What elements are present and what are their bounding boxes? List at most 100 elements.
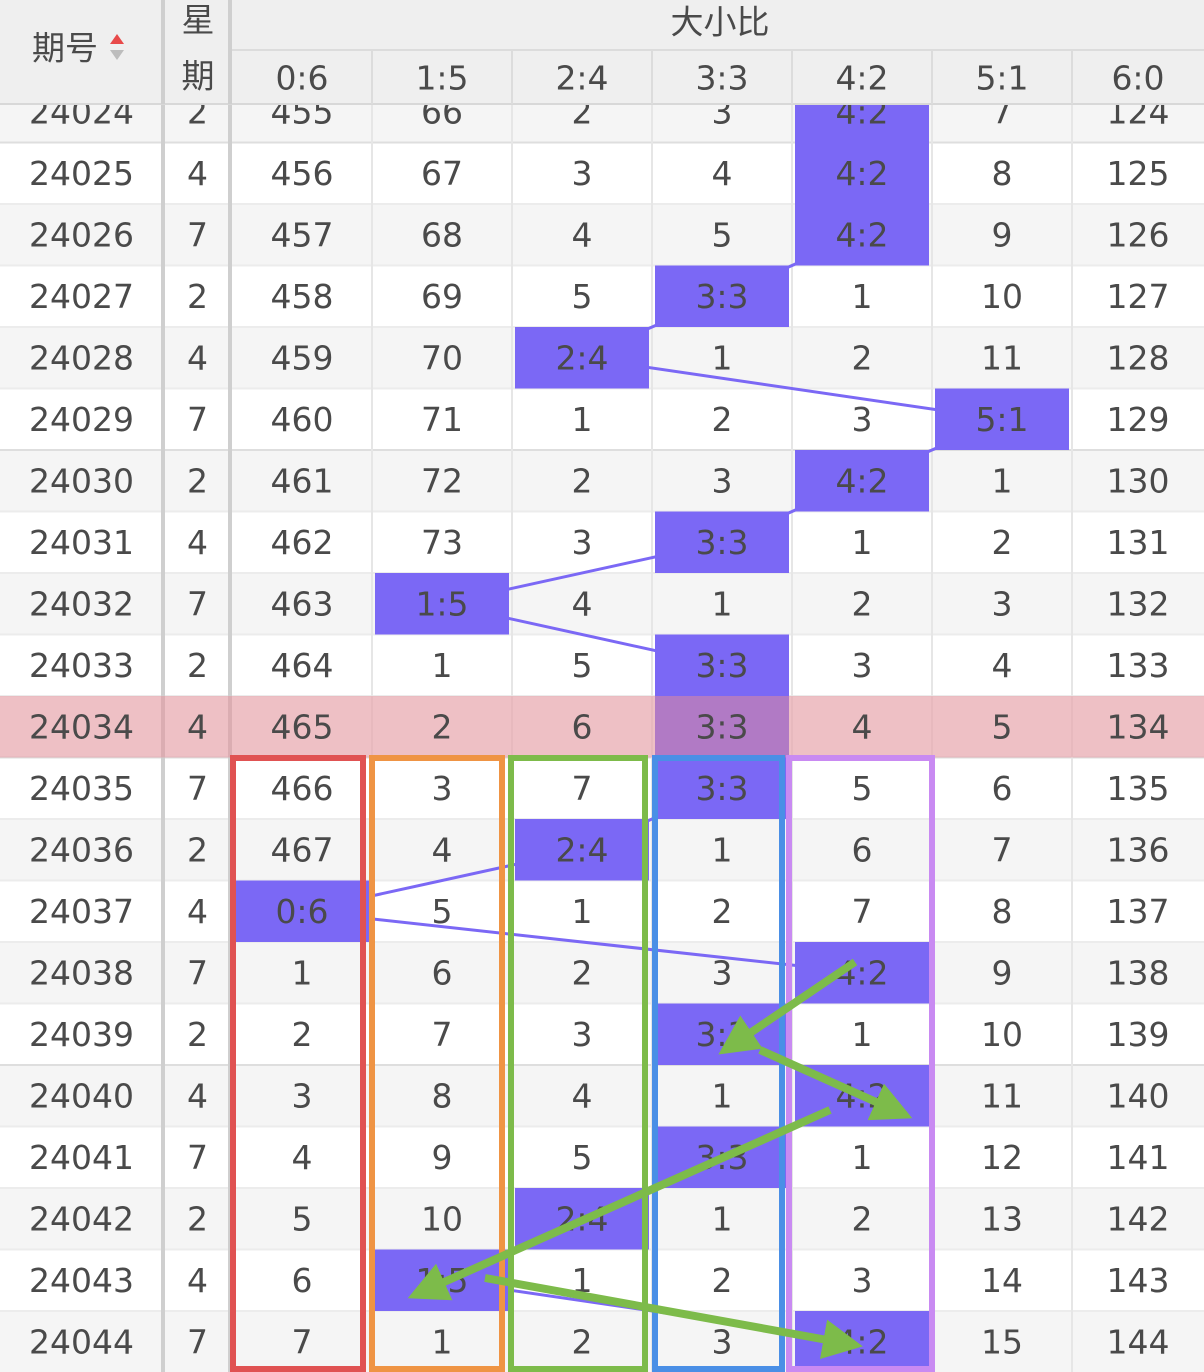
column-header: 3:3 (695, 59, 748, 98)
value-cell: 1 (712, 584, 733, 623)
value-cell: 6 (992, 769, 1013, 808)
issue-cell: 24027 (29, 277, 134, 316)
row-background (0, 942, 1204, 1004)
issue-cell: 24028 (29, 338, 134, 377)
value-cell: 4 (292, 1138, 313, 1177)
value-cell: 9 (432, 1138, 453, 1177)
value-cell: 4 (572, 1076, 593, 1115)
value-cell: 7 (992, 830, 1013, 869)
weekday-cell: 4 (187, 1076, 208, 1115)
value-cell: 9 (992, 953, 1013, 992)
value-cell: 69 (421, 277, 463, 316)
value-cell: 1 (292, 953, 313, 992)
sort-down[interactable] (110, 50, 124, 60)
weekday-cell: 4 (187, 154, 208, 193)
hit-cell (655, 265, 789, 327)
issue-cell: 24032 (29, 584, 134, 623)
value-cell: 10 (981, 1015, 1023, 1054)
value-cell: 131 (1107, 523, 1170, 562)
value-cell: 5 (292, 1199, 313, 1238)
value-cell: 3 (572, 154, 593, 193)
value-cell: 1 (852, 523, 873, 562)
current-row-highlight (0, 696, 1204, 758)
row-background (0, 634, 1204, 696)
hit-cell (515, 819, 649, 881)
sort-up[interactable] (110, 34, 124, 44)
issue-cell: 24042 (29, 1199, 134, 1238)
weekday-cell: 7 (187, 400, 208, 439)
annotation-box (508, 755, 648, 1372)
value-cell: 2 (712, 1261, 733, 1300)
value-cell: 3 (712, 461, 733, 500)
value-cell: 2 (572, 953, 593, 992)
value-cell: 3:3 (695, 1015, 748, 1054)
value-cell: 457 (271, 215, 334, 254)
issue-header[interactable]: 期号 (32, 29, 98, 68)
weekday-header: 期 (182, 57, 215, 96)
hit-cell (935, 388, 1069, 450)
hit-cell (655, 511, 789, 573)
issue-cell: 24033 (29, 646, 134, 685)
row-background (0, 880, 1204, 942)
value-cell: 4 (992, 646, 1013, 685)
weekday-cell: 7 (187, 1322, 208, 1361)
value-cell: 132 (1107, 584, 1170, 623)
value-cell: 138 (1107, 953, 1170, 992)
row-background (0, 1065, 1204, 1127)
annotation-box (230, 755, 366, 1372)
value-cell: 3 (992, 584, 1013, 623)
hit-cell (795, 204, 929, 266)
value-cell: 3 (852, 646, 873, 685)
value-cell: 134 (1107, 707, 1170, 746)
value-cell: 460 (271, 400, 334, 439)
value-cell: 3 (292, 1076, 313, 1115)
column-header: 0:6 (275, 59, 328, 98)
value-cell: 1 (712, 830, 733, 869)
value-cell: 12 (981, 1138, 1023, 1177)
row-background (0, 1003, 1204, 1065)
value-cell: 2:4 (555, 830, 608, 869)
value-cell: 0:6 (275, 892, 328, 931)
hit-cell (795, 450, 929, 512)
value-cell: 7 (852, 892, 873, 931)
issue-cell: 24025 (29, 154, 134, 193)
value-cell: 73 (421, 523, 463, 562)
value-cell: 2 (852, 584, 873, 623)
value-cell: 143 (1107, 1261, 1170, 1300)
value-cell: 125 (1107, 154, 1170, 193)
value-cell: 8 (432, 1076, 453, 1115)
issue-cell: 24036 (29, 830, 134, 869)
issue-cell: 24031 (29, 523, 134, 562)
value-cell: 1 (852, 277, 873, 316)
row-background (0, 573, 1204, 635)
value-cell: 1 (432, 1322, 453, 1361)
value-cell: 1 (712, 338, 733, 377)
value-cell: 1 (712, 1199, 733, 1238)
value-cell: 139 (1107, 1015, 1170, 1054)
weekday-cell: 2 (187, 1015, 208, 1054)
value-cell: 15 (981, 1322, 1023, 1361)
weekday-cell: 7 (187, 584, 208, 623)
value-cell: 6 (572, 707, 593, 746)
weekday-cell: 4 (187, 892, 208, 931)
issue-cell: 24040 (29, 1076, 134, 1115)
value-cell: 464 (271, 646, 334, 685)
hit-cell (655, 757, 789, 819)
value-cell: 11 (981, 338, 1023, 377)
value-cell: 462 (271, 523, 334, 562)
value-cell: 467 (271, 830, 334, 869)
value-cell: 144 (1107, 1322, 1170, 1361)
value-cell: 127 (1107, 277, 1170, 316)
value-cell: 4:2 (835, 154, 888, 193)
weekday-cell: 7 (187, 1138, 208, 1177)
value-cell: 4 (712, 154, 733, 193)
value-cell: 70 (421, 338, 463, 377)
value-cell: 1 (852, 1138, 873, 1177)
value-cell: 5 (572, 646, 593, 685)
value-cell: 5:1 (975, 400, 1028, 439)
value-cell: 135 (1107, 769, 1170, 808)
value-cell: 6 (432, 953, 453, 992)
value-cell: 128 (1107, 338, 1170, 377)
value-cell: 133 (1107, 646, 1170, 685)
value-cell: 2 (712, 892, 733, 931)
